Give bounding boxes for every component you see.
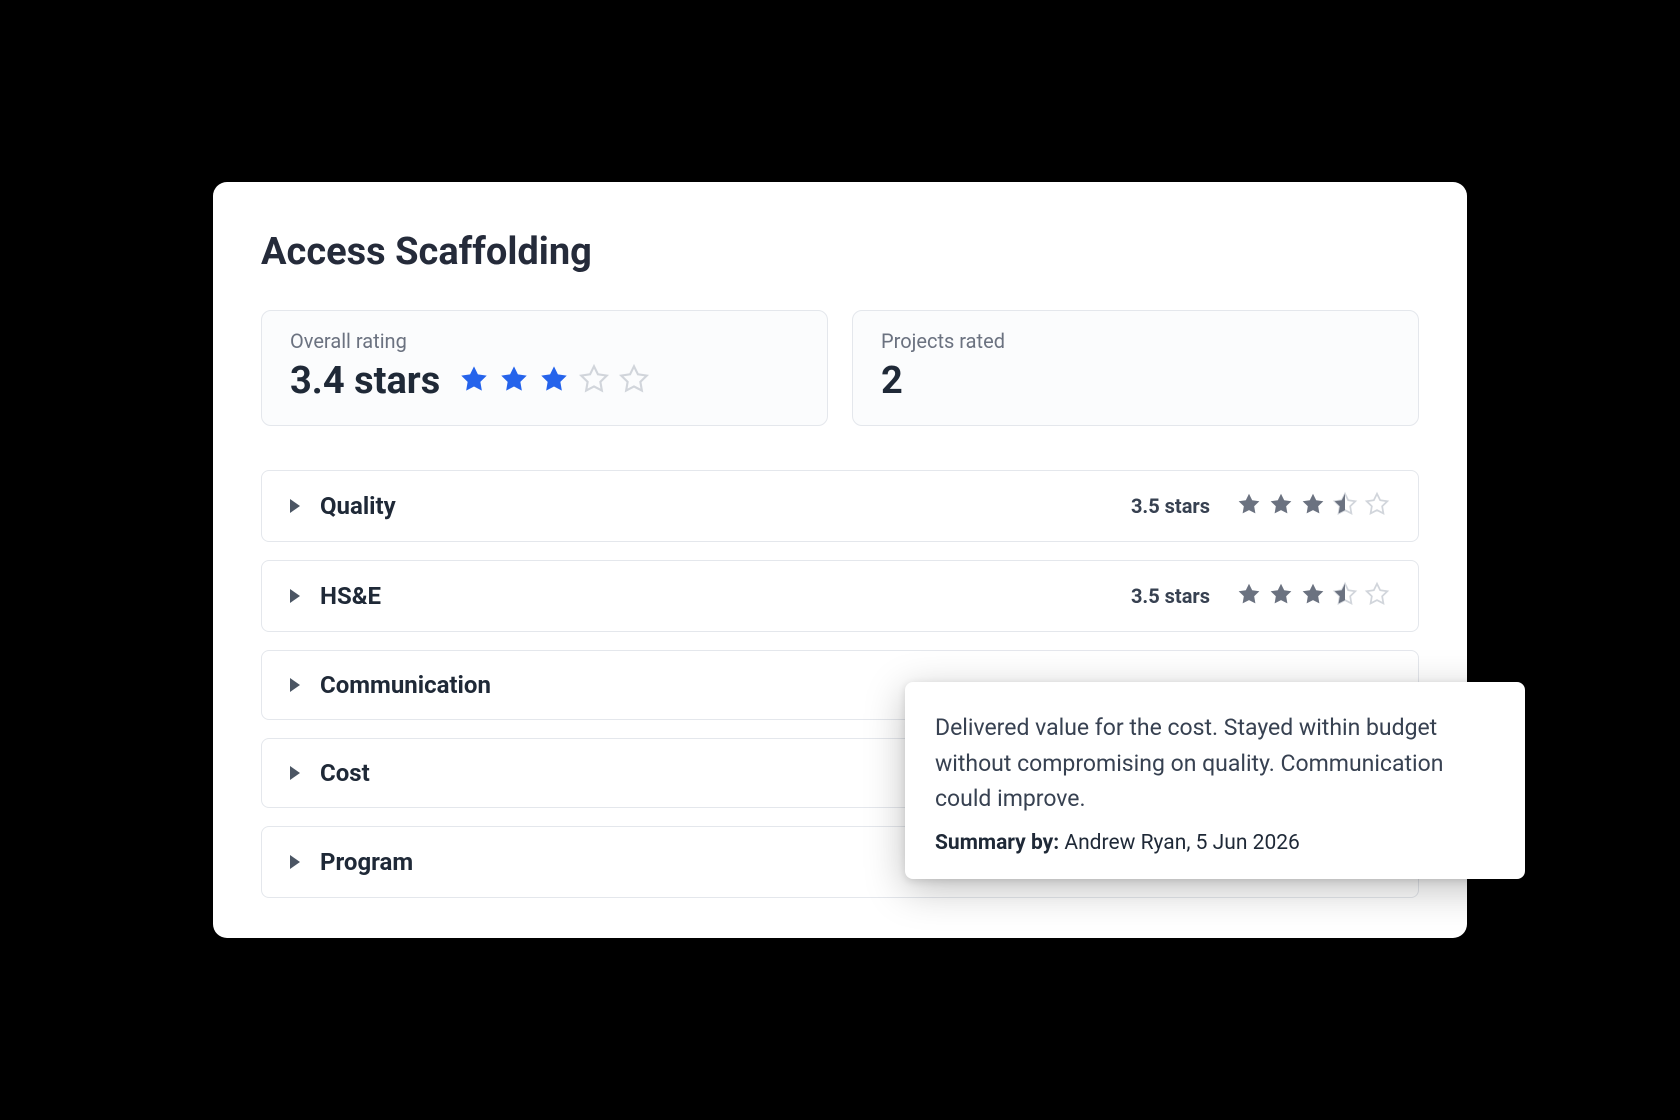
category-stars <box>1236 581 1390 611</box>
category-name: Communication <box>320 671 491 699</box>
chevron-right-icon <box>290 678 300 692</box>
category-name: Program <box>320 848 413 876</box>
category-row[interactable]: HS&E 3.5 stars <box>261 560 1419 632</box>
review-tooltip-body: Delivered value for the cost. Stayed wit… <box>935 710 1495 817</box>
star-icon <box>498 363 530 399</box>
star-icon <box>1300 581 1326 611</box>
category-name: Cost <box>320 759 370 787</box>
review-tooltip-footer-value: Andrew Ryan, 5 Jun 2026 <box>1064 831 1299 855</box>
summary-row: Overall rating 3.4 stars Projects rated … <box>261 310 1419 426</box>
review-tooltip-footer-label: Summary by: <box>935 831 1059 855</box>
category-name: HS&E <box>320 582 381 610</box>
projects-rated-label: Projects rated <box>881 329 1390 353</box>
category-row[interactable]: Quality 3.5 stars <box>261 470 1419 542</box>
star-icon <box>578 363 610 399</box>
category-rating-text: 3.5 stars <box>1131 494 1210 518</box>
chevron-right-icon <box>290 766 300 780</box>
category-name: Quality <box>320 492 396 520</box>
star-icon <box>458 363 490 399</box>
category-rating-text: 3.5 stars <box>1131 584 1210 608</box>
star-icon <box>1364 491 1390 521</box>
star-icon <box>1236 581 1262 611</box>
review-tooltip: Delivered value for the cost. Stayed wit… <box>905 682 1525 879</box>
star-icon <box>1268 491 1294 521</box>
overall-rating-stars <box>458 363 650 399</box>
overall-rating-value: 3.4 stars <box>290 359 440 403</box>
category-stars <box>1236 491 1390 521</box>
star-icon <box>1332 491 1358 521</box>
star-icon <box>1268 581 1294 611</box>
review-tooltip-footer: Summary by: Andrew Ryan, 5 Jun 2026 <box>935 831 1495 855</box>
chevron-right-icon <box>290 855 300 869</box>
projects-rated-value: 2 <box>881 359 1390 403</box>
star-icon <box>1364 581 1390 611</box>
star-icon <box>1300 491 1326 521</box>
chevron-right-icon <box>290 589 300 603</box>
overall-rating-label: Overall rating <box>290 329 799 353</box>
overall-rating-box: Overall rating 3.4 stars <box>261 310 828 426</box>
star-icon <box>1236 491 1262 521</box>
star-icon <box>538 363 570 399</box>
chevron-right-icon <box>290 499 300 513</box>
overall-rating-value-row: 3.4 stars <box>290 359 799 403</box>
page-title: Access Scaffolding <box>261 230 1419 274</box>
star-icon <box>618 363 650 399</box>
projects-rated-box: Projects rated 2 <box>852 310 1419 426</box>
star-icon <box>1332 581 1358 611</box>
ratings-card: Access Scaffolding Overall rating 3.4 st… <box>213 182 1467 938</box>
